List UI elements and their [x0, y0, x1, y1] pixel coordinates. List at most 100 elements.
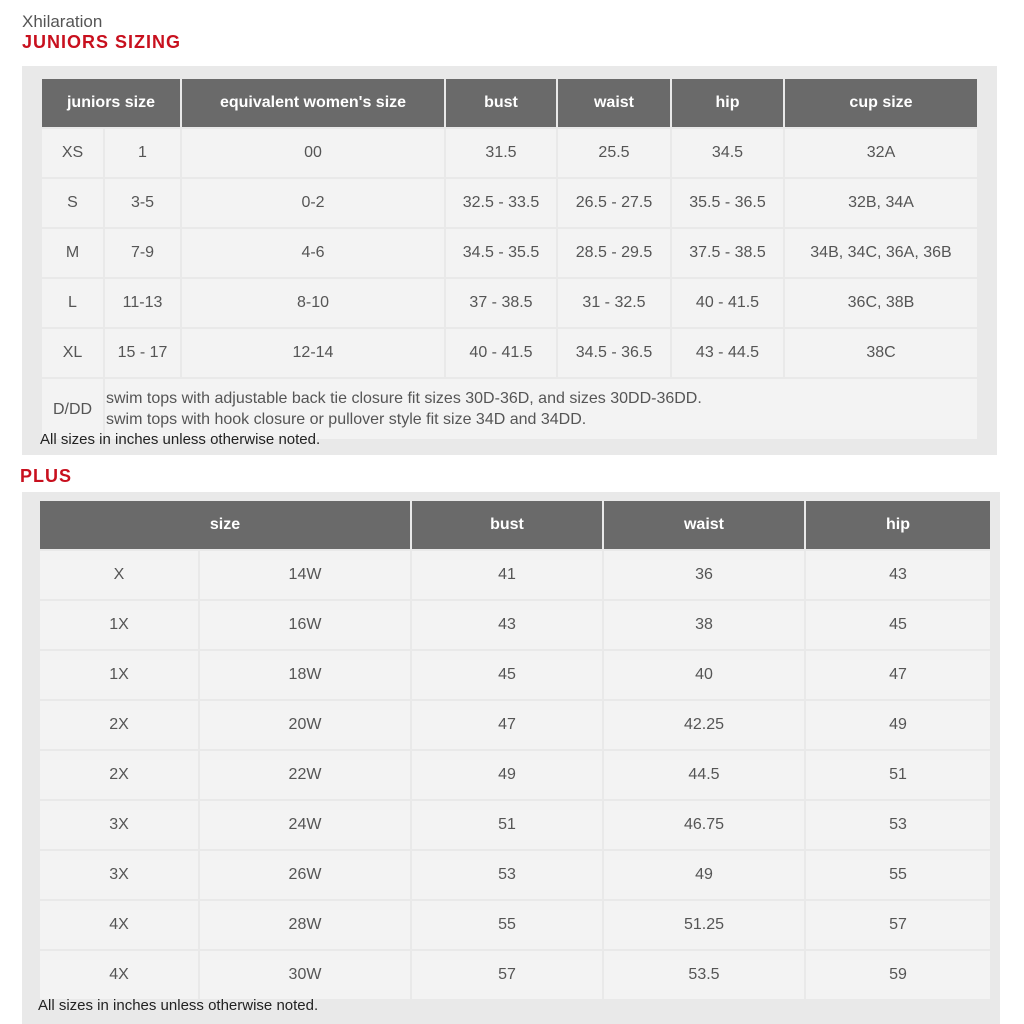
plus-title: PLUS: [20, 466, 73, 486]
table-cell: 32A: [785, 129, 977, 177]
col-header: cup size: [785, 79, 977, 127]
table-row: L 11-13 8-10 37 - 38.5 31 - 32.5 40 - 41.5 36C…: [42, 279, 977, 327]
table-cell: 53: [806, 801, 990, 849]
table-cell: 53: [412, 851, 602, 899]
table-cell: 34.5 - 35.5: [446, 229, 556, 277]
table-cell: 45: [412, 651, 602, 699]
col-header: size: [40, 501, 410, 549]
table-cell: 57: [806, 901, 990, 949]
table-cell: 45: [806, 601, 990, 649]
col-header: hip: [672, 79, 783, 127]
table-row: 4X 30W 57 53.5 59: [40, 951, 990, 999]
table-cell: S: [42, 179, 103, 227]
table-cell: 51.25: [604, 901, 804, 949]
table-cell: 26W: [200, 851, 410, 899]
table-cell: 51: [806, 751, 990, 799]
plus-table: size bust waist hip X 14W 41 36 43 1X 16W 43 38 4…: [38, 499, 992, 1001]
table-cell: 24W: [200, 801, 410, 849]
table-cell: 46.75: [604, 801, 804, 849]
table-cell: 53.5: [604, 951, 804, 999]
table-row: XS 1 00 31.5 25.5 34.5 32A: [42, 129, 977, 177]
table-cell: 44.5: [604, 751, 804, 799]
table-cell: 28.5 - 29.5: [558, 229, 670, 277]
table-cell: 42.25: [604, 701, 804, 749]
table-cell: 3X: [40, 801, 198, 849]
table-cell: 4X: [40, 901, 198, 949]
table-cell: 16W: [200, 601, 410, 649]
col-header: equivalent women's size: [182, 79, 444, 127]
table-cell: 18W: [200, 651, 410, 699]
table-cell: 20W: [200, 701, 410, 749]
table-cell: 00: [182, 129, 444, 177]
table-cell: 43: [412, 601, 602, 649]
table-cell: 25.5: [558, 129, 670, 177]
table-cell: 12-14: [182, 329, 444, 377]
table-cell: 32B, 34A: [785, 179, 977, 227]
table-cell: 1X: [40, 651, 198, 699]
table-cell: 15 - 17: [105, 329, 180, 377]
table-cell: 35.5 - 36.5: [672, 179, 783, 227]
col-header: bust: [412, 501, 602, 549]
table-cell: 43 - 44.5: [672, 329, 783, 377]
dd-text: swim tops with adjustable back tie closu…: [105, 379, 977, 439]
table-cell: 51: [412, 801, 602, 849]
table-cell: 57: [412, 951, 602, 999]
table-cell: 38C: [785, 329, 977, 377]
table-cell: 40: [604, 651, 804, 699]
table-cell: 3X: [40, 851, 198, 899]
table-cell: 43: [806, 551, 990, 599]
table-cell: 40 - 41.5: [672, 279, 783, 327]
table-cell: 11-13: [105, 279, 180, 327]
table-cell: 1X: [40, 601, 198, 649]
table-cell: 28W: [200, 901, 410, 949]
table-cell: 4-6: [182, 229, 444, 277]
table-cell: 3-5: [105, 179, 180, 227]
table-cell: 31 - 32.5: [558, 279, 670, 327]
table-cell: 49: [412, 751, 602, 799]
table-cell: X: [40, 551, 198, 599]
table-cell: XL: [42, 329, 103, 377]
table-cell: 47: [806, 651, 990, 699]
col-header: waist: [604, 501, 804, 549]
table-row: 1X 18W 45 40 47: [40, 651, 990, 699]
table-cell: 0-2: [182, 179, 444, 227]
table-cell: 34.5 - 36.5: [558, 329, 670, 377]
table-cell: 31.5: [446, 129, 556, 177]
table-row: XL 15 - 17 12-14 40 - 41.5 34.5 - 36.5 43 - 4…: [42, 329, 977, 377]
col-header: waist: [558, 79, 670, 127]
table-cell: 49: [604, 851, 804, 899]
table-cell: 22W: [200, 751, 410, 799]
table-cell: 34B, 34C, 36A, 36B: [785, 229, 977, 277]
brand-name: Xhilaration: [22, 12, 103, 31]
dd-row: D/DD swim tops with adjustable back tie …: [42, 379, 977, 439]
table-row: 1X 16W 43 38 45: [40, 601, 990, 649]
dd-line: swim tops with hook closure or pullover …: [106, 411, 587, 428]
table-row: 4X 28W 55 51.25 57: [40, 901, 990, 949]
table-cell: 32.5 - 33.5: [446, 179, 556, 227]
table-cell: 2X: [40, 701, 198, 749]
table-cell: 55: [806, 851, 990, 899]
table-cell: 8-10: [182, 279, 444, 327]
table-row: M 7-9 4-6 34.5 - 35.5 28.5 - 29.5 37.5 - 38.5…: [42, 229, 977, 277]
table-cell: 41: [412, 551, 602, 599]
table-row: X 14W 41 36 43: [40, 551, 990, 599]
table-row: 2X 22W 49 44.5 51: [40, 751, 990, 799]
table-cell: XS: [42, 129, 103, 177]
plus-note: All sizes in inches unless otherwise not…: [38, 997, 319, 1014]
table-cell: 38: [604, 601, 804, 649]
col-header: juniors size: [42, 79, 180, 127]
table-cell: L: [42, 279, 103, 327]
table-cell: 36: [604, 551, 804, 599]
table-cell: 49: [806, 701, 990, 749]
dd-label: D/DD: [42, 379, 103, 439]
col-header: bust: [446, 79, 556, 127]
juniors-note: All sizes in inches unless otherwise not…: [40, 431, 321, 448]
table-cell: 34.5: [672, 129, 783, 177]
table-cell: 40 - 41.5: [446, 329, 556, 377]
juniors-table: juniors size equivalent women's size bus…: [40, 77, 979, 441]
table-cell: 2X: [40, 751, 198, 799]
table-cell: 4X: [40, 951, 198, 999]
table-cell: 55: [412, 901, 602, 949]
table-cell: 37.5 - 38.5: [672, 229, 783, 277]
table-row: 3X 26W 53 49 55: [40, 851, 990, 899]
